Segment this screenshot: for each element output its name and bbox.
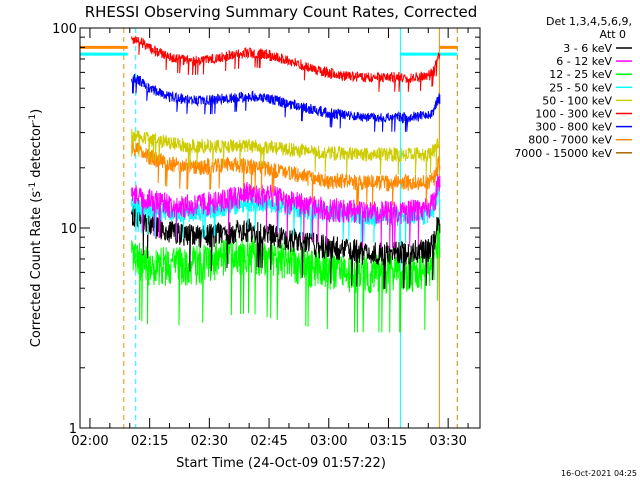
- x-tick-label: 03:00: [310, 434, 347, 449]
- y-tick-label: 1: [69, 422, 77, 437]
- series-trace: [131, 173, 441, 249]
- series-trace: [131, 35, 441, 92]
- legend-label: 50 - 100 keV: [542, 94, 612, 107]
- series-trace: [131, 128, 441, 175]
- chart-title: RHESSI Observing Summary Count Rates, Co…: [85, 3, 478, 21]
- ylabel-text: ): [29, 109, 44, 114]
- x-axis-label: Start Time (24-Oct-09 01:57:22): [176, 456, 386, 471]
- x-tick-label: 03:15: [370, 434, 407, 449]
- legend-label: 25 - 50 keV: [549, 81, 612, 94]
- legend-label: 800 - 7000 keV: [528, 134, 612, 147]
- legend-label: 6 - 12 keV: [556, 55, 612, 68]
- legend-label: 300 - 800 keV: [535, 121, 612, 134]
- detector-info: Det 1,3,4,5,6,9,: [546, 15, 632, 28]
- y-axis-label: Corrected Count Rate (s-1 detector-1): [28, 109, 44, 347]
- x-tick-label: 02:30: [191, 434, 228, 449]
- attenuator-info: Att 0: [600, 28, 626, 41]
- series-trace: [131, 141, 441, 206]
- y-axis: 1 10 100: [52, 22, 480, 437]
- legend-label: 7000 - 15000 keV: [514, 147, 612, 160]
- x-tick-label: 02:00: [71, 434, 108, 449]
- generation-timestamp: 16-Oct-2021 04:25: [561, 469, 637, 478]
- y-tick-label: 10: [60, 222, 77, 237]
- series-trace: [131, 219, 441, 333]
- series-trace: [131, 73, 441, 132]
- y-tick-label: 100: [52, 22, 77, 37]
- legend-label: 100 - 300 keV: [535, 108, 612, 121]
- ylabel-text: detector: [29, 122, 44, 182]
- x-axis: 02:00 02:15 02:30 02:45 03:00 03:15 03:30: [71, 28, 469, 449]
- plot-area: [79, 28, 458, 428]
- ylabel-text: Corrected Count Rate (s: [29, 191, 44, 348]
- x-tick-label: 03:30: [429, 434, 466, 449]
- x-tick-label: 02:15: [131, 434, 168, 449]
- legend-label: 3 - 6 keV: [563, 42, 612, 55]
- ylabel-superscript: -1: [28, 182, 38, 191]
- x-tick-label: 02:45: [250, 434, 287, 449]
- legend-label: 12 - 25 keV: [549, 68, 612, 81]
- ylabel-superscript: -1: [28, 114, 38, 123]
